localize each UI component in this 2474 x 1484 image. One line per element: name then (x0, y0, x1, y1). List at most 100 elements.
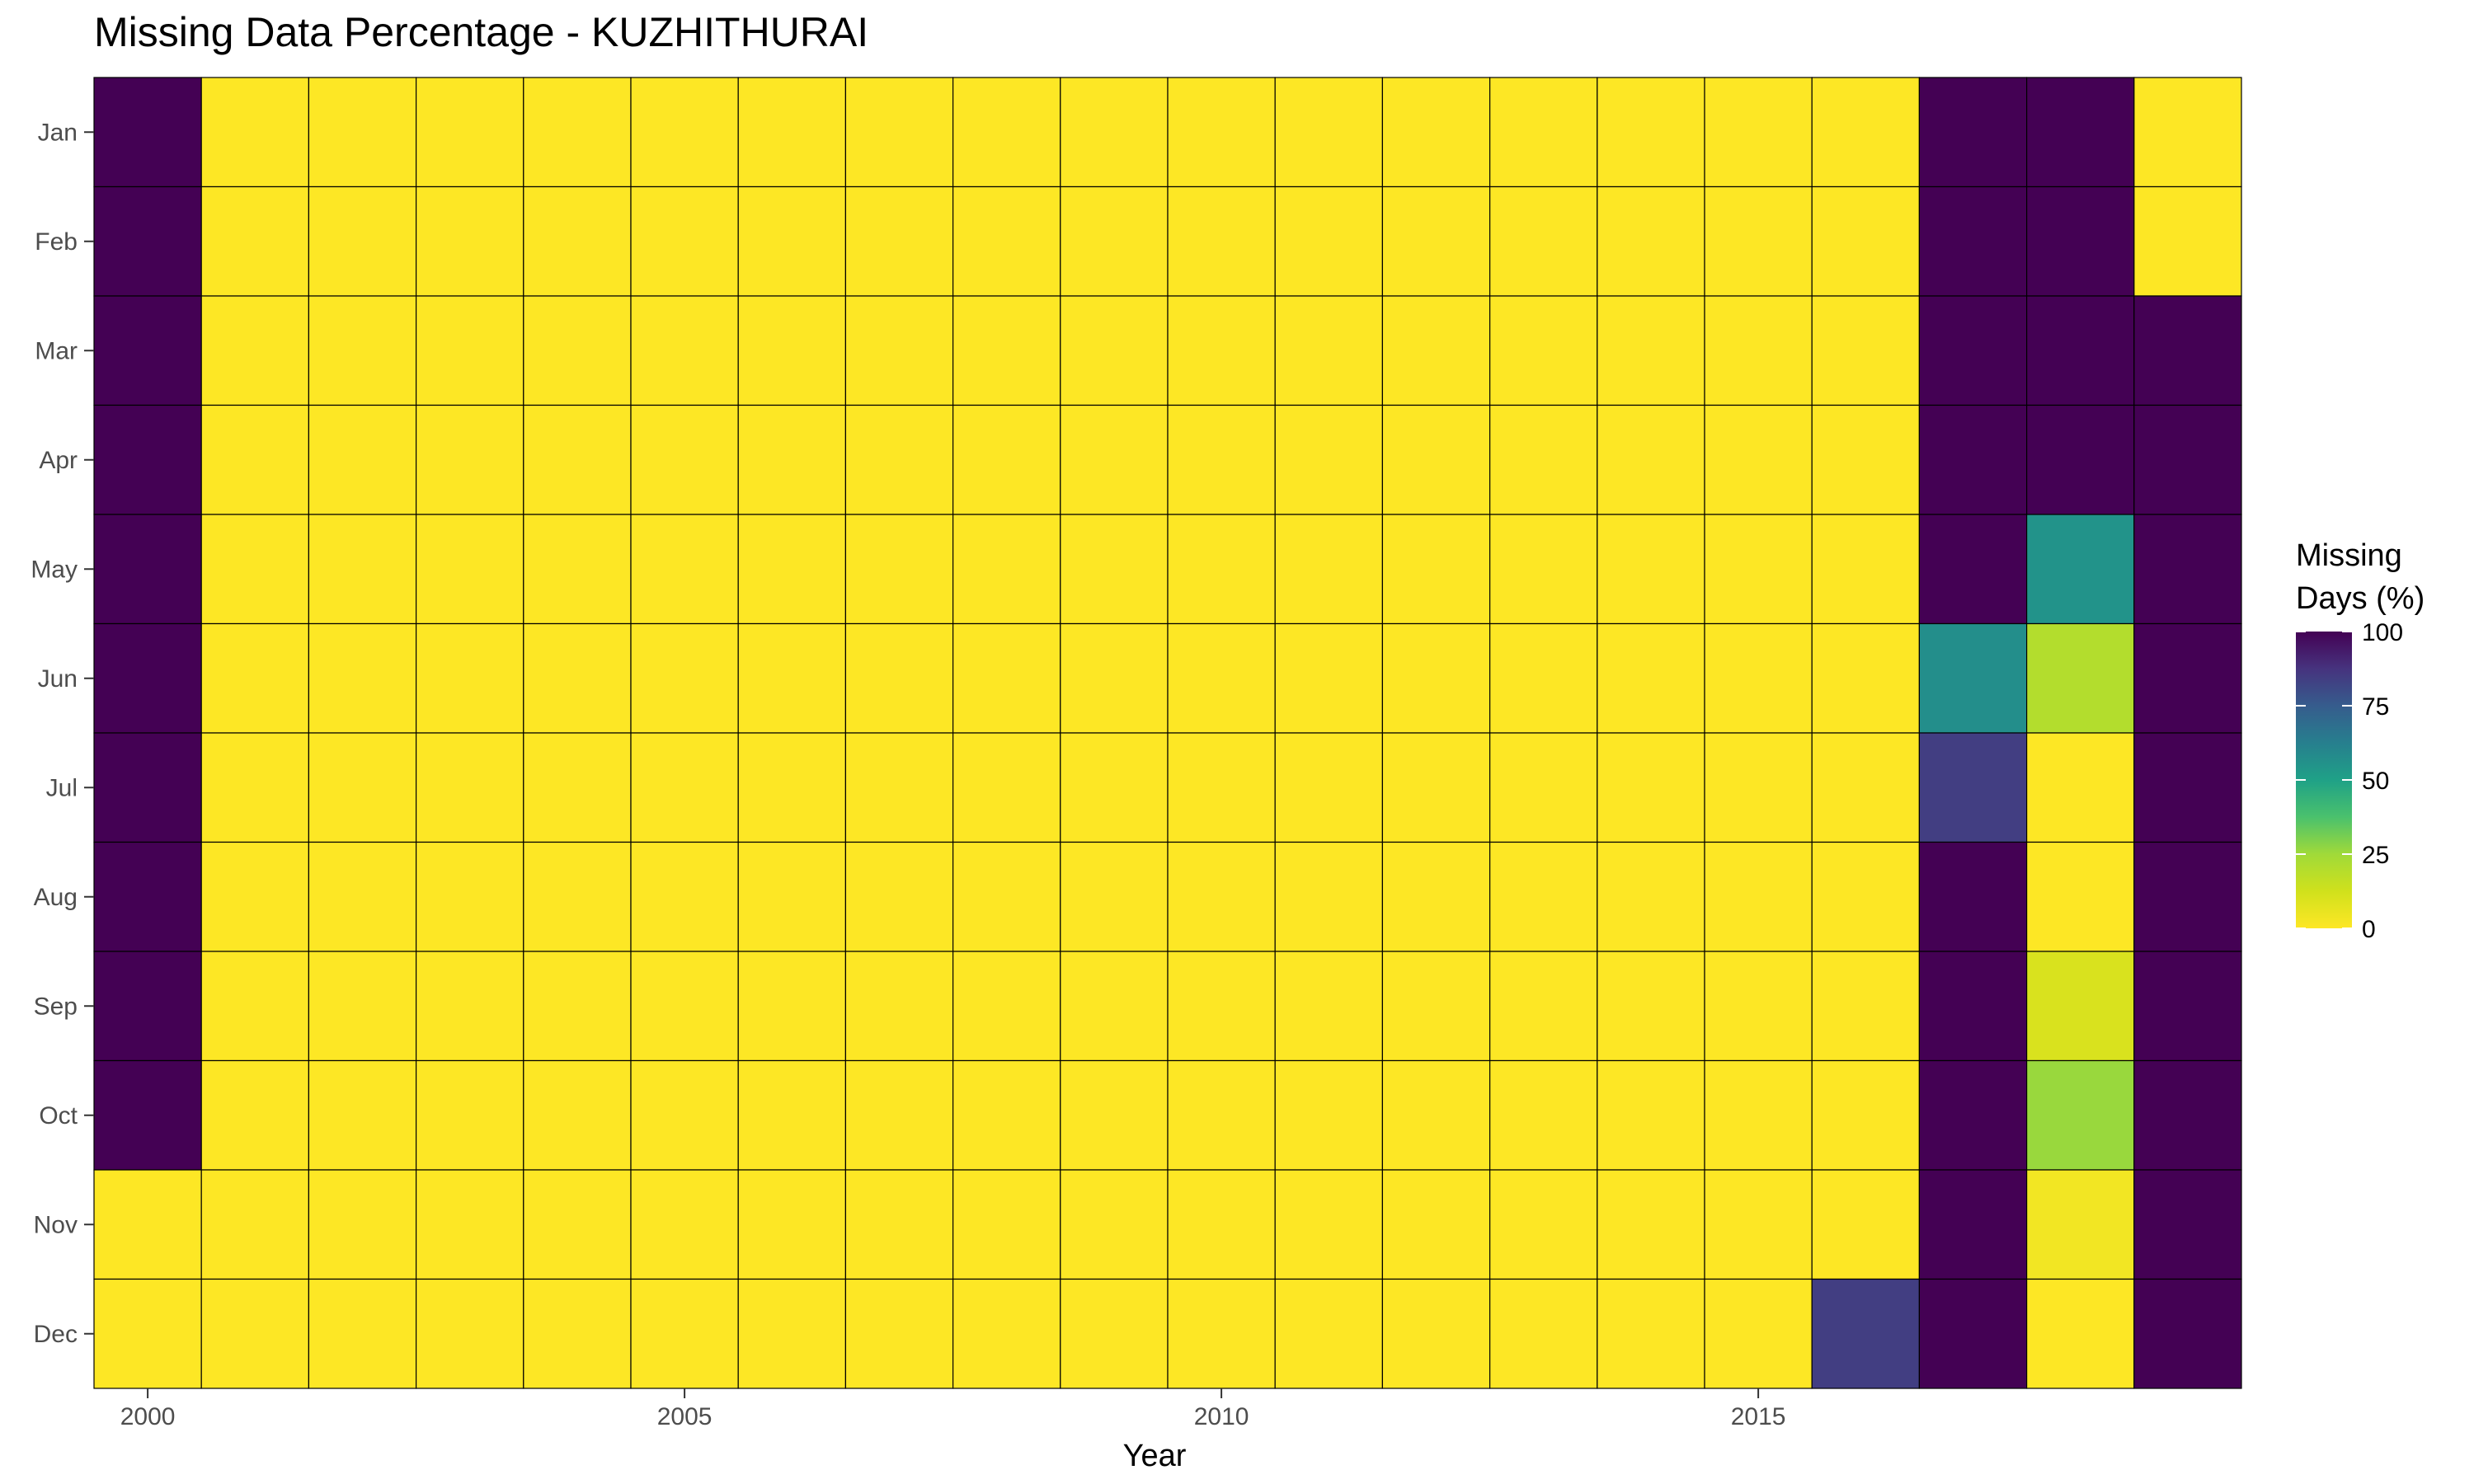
heatmap-cell-jun-2014 (1597, 622, 1705, 734)
heatmap-cell-apr-2001 (200, 404, 309, 515)
y-tick-label-dec: Dec (34, 1321, 78, 1348)
heatmap-cell-feb-2018 (2026, 186, 2135, 297)
color-legend: Missing Days (%) 100 75 50 25 0 (2296, 538, 2425, 943)
heatmap-cell-may-2017 (1918, 514, 2028, 625)
heatmap-cell-oct-2019 (2133, 1059, 2242, 1171)
heatmap-cell-jun-2009 (1060, 622, 1169, 734)
heatmap-cell-may-2013 (1489, 514, 1598, 625)
heatmap-cell-oct-2009 (1060, 1059, 1169, 1171)
heatmap-cell-aug-2015 (1704, 841, 1813, 952)
heatmap-cell-feb-2006 (737, 186, 847, 297)
heatmap-cell-oct-2004 (523, 1059, 632, 1171)
heatmap-cell-feb-2003 (416, 186, 524, 297)
heatmap-cell-jul-2006 (737, 732, 847, 843)
heatmap-cell-jul-2013 (1489, 732, 1598, 843)
heatmap-cell-apr-2019 (2133, 404, 2242, 515)
heatmap-cell-jun-2011 (1274, 622, 1383, 734)
heatmap-cell-jan-2015 (1704, 77, 1813, 188)
heatmap-cell-nov-2001 (200, 1169, 309, 1280)
heatmap-cell-sep-2009 (1060, 951, 1169, 1062)
heatmap-cell-mar-2007 (844, 295, 954, 406)
heatmap-cell-mar-2001 (200, 295, 309, 406)
heatmap-cell-aug-2016 (1811, 841, 1920, 952)
heatmap-cell-mar-2016 (1811, 295, 1920, 406)
heatmap-cell-may-2001 (200, 514, 309, 625)
heatmap-cell-feb-2008 (952, 186, 1061, 297)
x-tick-label-2000: 2000 (120, 1403, 176, 1430)
heatmap-cell-sep-2004 (523, 951, 632, 1062)
heatmap-cell-sep-2000 (93, 951, 202, 1062)
heatmap-cell-dec-2005 (630, 1278, 739, 1389)
heatmap-cell-mar-2019 (2133, 295, 2242, 406)
y-axis: Jan Feb Mar Apr May Jun Jul Aug Sep Oct Nov Dec (31, 119, 94, 1348)
legend-label-75: 75 (2362, 693, 2389, 721)
heatmap-cell-jan-2019 (2133, 77, 2242, 188)
heatmap-cell-feb-2007 (844, 186, 954, 297)
heatmap-cell-oct-2012 (1381, 1059, 1491, 1171)
heatmap-cell-dec-2017 (1918, 1278, 2028, 1389)
heatmap-cell-dec-2018 (2026, 1278, 2135, 1389)
heatmap-cell-may-2009 (1060, 514, 1169, 625)
heatmap-cell-mar-2005 (630, 295, 739, 406)
heatmap-cell-jul-2019 (2133, 732, 2242, 843)
y-tick-label-jul: Jul (46, 774, 78, 801)
heatmap-cell-aug-2000 (93, 841, 202, 952)
heatmap-cell-apr-2013 (1489, 404, 1598, 515)
heatmap-cell-jan-2014 (1597, 77, 1705, 188)
heatmap-cell-jan-2004 (523, 77, 632, 188)
heatmap-cell-jun-2006 (737, 622, 847, 734)
x-axis-title: Year (1123, 1439, 1187, 1473)
heatmap-cell-nov-2007 (844, 1169, 954, 1280)
heatmap-cell-aug-2018 (2026, 841, 2135, 952)
heatmap-cell-jan-2009 (1060, 77, 1169, 188)
heatmap-cell-jun-2019 (2133, 622, 2242, 734)
heatmap-cell-dec-2001 (200, 1278, 309, 1389)
heatmap-cell-oct-2018 (2026, 1059, 2135, 1171)
heatmap-cell-mar-2014 (1597, 295, 1705, 406)
heatmap-cell-dec-2012 (1381, 1278, 1491, 1389)
heatmap-cell-may-2015 (1704, 514, 1813, 625)
heatmap-cell-aug-2001 (200, 841, 309, 952)
heatmap-cell-nov-2003 (416, 1169, 524, 1280)
heatmap-cell-may-2000 (93, 514, 202, 625)
heatmap-cell-jul-2014 (1597, 732, 1705, 843)
heatmap-cell-sep-2005 (630, 951, 739, 1062)
heatmap-cell-jun-2017 (1918, 622, 2028, 734)
heatmap-cell-nov-2013 (1489, 1169, 1598, 1280)
x-tick-label-2010: 2010 (1194, 1403, 1249, 1430)
heatmap-cell-oct-2002 (308, 1059, 417, 1171)
heatmap-cell-aug-2011 (1274, 841, 1383, 952)
heatmap-cell-jan-2007 (844, 77, 954, 188)
heatmap-cell-sep-2003 (416, 951, 524, 1062)
x-tick-label-2005: 2005 (657, 1403, 713, 1430)
y-tick-label-jan: Jan (38, 119, 78, 146)
heatmap-cell-nov-2014 (1597, 1169, 1705, 1280)
heatmap-cell-feb-2002 (308, 186, 417, 297)
heatmap-cell-mar-2006 (737, 295, 847, 406)
heatmap-cell-mar-2004 (523, 295, 632, 406)
heatmap-cell-feb-2016 (1811, 186, 1920, 297)
heatmap-cell-oct-2013 (1489, 1059, 1598, 1171)
heatmap-cell-jun-2005 (630, 622, 739, 734)
heatmap-cell-jun-2001 (200, 622, 309, 734)
heatmap-cell-aug-2009 (1060, 841, 1169, 952)
heatmap-cell-dec-2014 (1597, 1278, 1705, 1389)
heatmap-cell-feb-2005 (630, 186, 739, 297)
heatmap-cell-feb-2017 (1918, 186, 2028, 297)
heatmap-cell-may-2016 (1811, 514, 1920, 625)
heatmap-cell-jul-2001 (200, 732, 309, 843)
y-tick-label-jun: Jun (38, 665, 78, 693)
heatmap-cell-oct-2000 (93, 1059, 202, 1171)
heatmap-cell-apr-2017 (1918, 404, 2028, 515)
heatmap-cell-jul-2011 (1274, 732, 1383, 843)
heatmap-cell-feb-2014 (1597, 186, 1705, 297)
heatmap-cell-sep-2014 (1597, 951, 1705, 1062)
heatmap-cell-dec-2019 (2133, 1278, 2242, 1389)
heatmap-cell-mar-2012 (1381, 295, 1491, 406)
x-tick-label-2015: 2015 (1731, 1403, 1786, 1430)
heatmap-cell-sep-2017 (1918, 951, 2028, 1062)
heatmap-cell-jul-2017 (1918, 732, 2028, 843)
heatmap-cell-feb-2012 (1381, 186, 1491, 297)
heatmap-cell-sep-2016 (1811, 951, 1920, 1062)
heatmap-cell-nov-2019 (2133, 1169, 2242, 1280)
